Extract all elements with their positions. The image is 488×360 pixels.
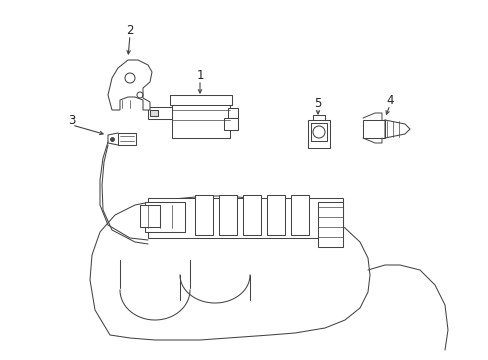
- Bar: [266, 195, 285, 235]
- Bar: [224, 118, 238, 130]
- Bar: [227, 108, 238, 118]
- Bar: [219, 195, 237, 235]
- Bar: [307, 120, 329, 148]
- Bar: [290, 195, 308, 235]
- Text: 2: 2: [126, 24, 134, 37]
- Bar: [317, 202, 342, 247]
- Bar: [243, 195, 261, 235]
- Bar: [148, 107, 172, 119]
- Bar: [145, 202, 184, 232]
- Bar: [362, 120, 384, 138]
- Text: 4: 4: [386, 94, 393, 107]
- Bar: [195, 195, 213, 235]
- Bar: [150, 110, 158, 116]
- Bar: [310, 123, 326, 141]
- Text: 1: 1: [196, 69, 203, 82]
- Polygon shape: [108, 60, 152, 110]
- Bar: [170, 95, 231, 105]
- Bar: [118, 133, 136, 145]
- Bar: [140, 205, 160, 227]
- Polygon shape: [90, 196, 369, 340]
- Text: 5: 5: [314, 97, 321, 110]
- Bar: [148, 198, 342, 238]
- Text: 3: 3: [68, 114, 76, 127]
- Bar: [172, 100, 229, 138]
